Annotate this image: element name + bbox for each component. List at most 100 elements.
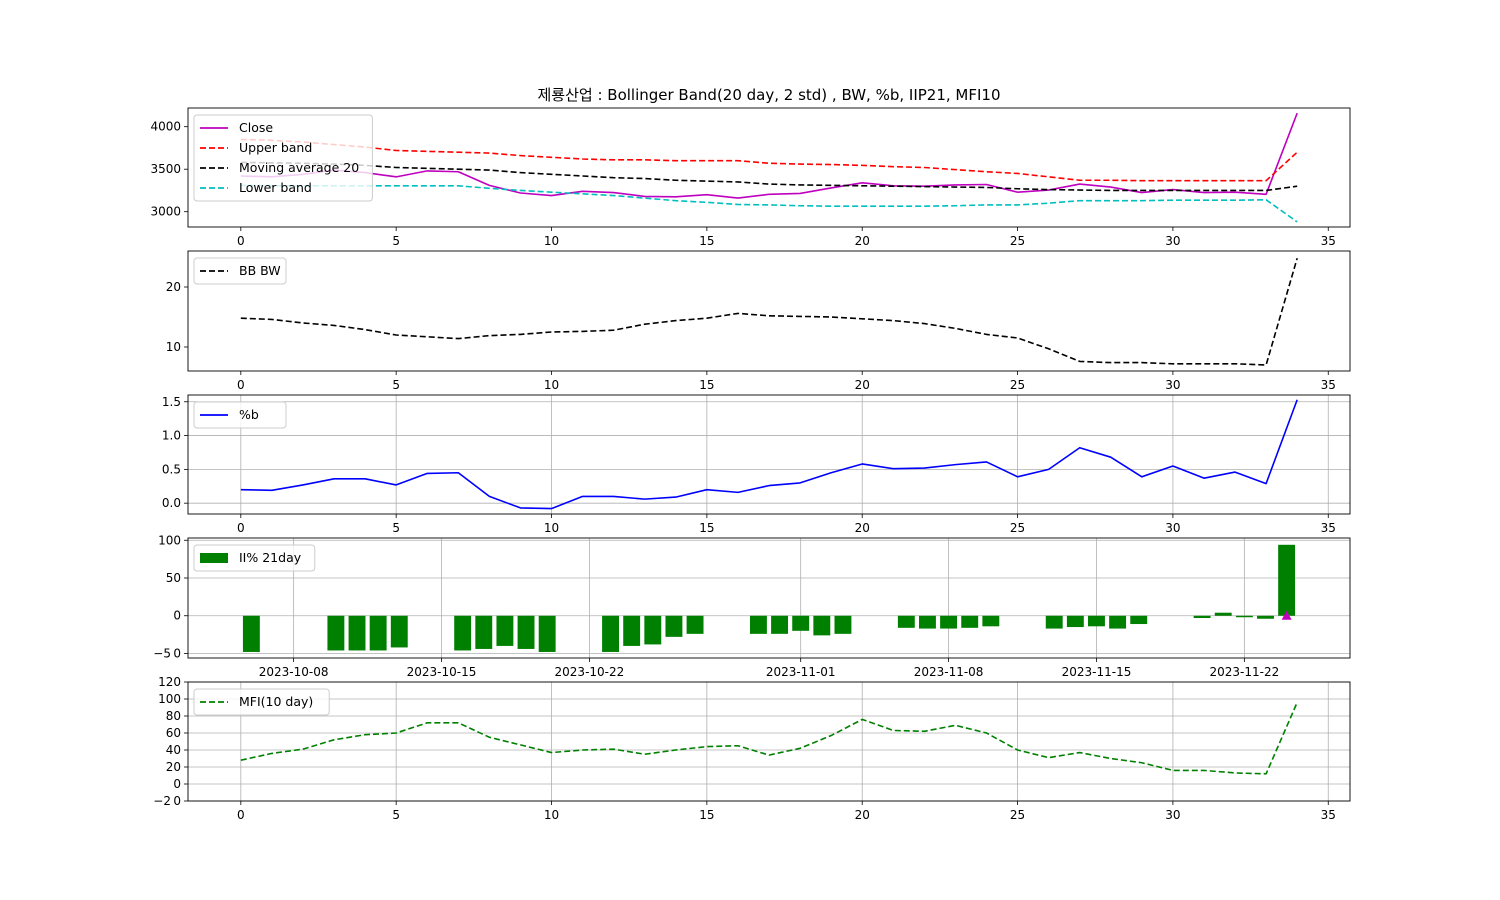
x-tick-label: 2023-10-15 — [407, 665, 477, 679]
iip-bar — [1193, 615, 1211, 618]
plot-area — [240, 399, 1298, 510]
y-tick-label: 0 — [173, 609, 181, 623]
plot-frame — [187, 681, 1351, 802]
x-tick-label: 15 — [699, 378, 714, 392]
y-tick-label: 60 — [166, 726, 181, 740]
x-tick-label: 2023-10-08 — [259, 665, 329, 679]
x-tick-label: 2023-11-15 — [1062, 665, 1132, 679]
series-line-close — [240, 112, 1298, 199]
y-tick-label: 100 — [158, 533, 181, 547]
x-tick-label: 30 — [1165, 521, 1180, 535]
iip-bar — [1278, 544, 1296, 616]
legend: II% 21day — [193, 544, 316, 572]
legend-label: Lower band — [239, 180, 312, 195]
plot-frame — [187, 537, 1351, 659]
y-tick-label: 20 — [166, 280, 181, 294]
y-tick-label: 3000 — [150, 205, 181, 219]
x-tick-label: 2023-11-22 — [1209, 665, 1279, 679]
iip-bar — [644, 615, 662, 645]
x-tick-label: 5 — [392, 378, 400, 392]
mfi-panel: 0 5 10 15 20 25 30 35 −2 0 0 20 40 60 80 100 120 MFI(10 … — [153, 675, 1351, 822]
iip-bar — [792, 615, 810, 631]
legend-box — [193, 544, 316, 572]
iip-bar — [327, 615, 345, 651]
x-tick-label: 0 — [237, 234, 245, 248]
iip-bar — [665, 615, 683, 637]
iip-bar — [538, 615, 556, 652]
legend-label: Moving average 20 — [239, 160, 359, 175]
x-tick-label: 10 — [544, 234, 559, 248]
iip-bar — [1066, 615, 1084, 628]
x-tick-label: 30 — [1165, 378, 1180, 392]
iip-bar — [602, 615, 619, 652]
x-tick-label: 2023-11-01 — [766, 665, 836, 679]
legend-label: BB BW — [239, 263, 281, 278]
legend: %b — [193, 401, 287, 429]
x-tick-label: 5 — [392, 234, 400, 248]
legend-box — [193, 401, 287, 429]
legend-box — [193, 257, 287, 285]
iip-bar — [1130, 615, 1148, 625]
x-tick-label: 15 — [699, 234, 714, 248]
x-tick-label: 35 — [1321, 378, 1336, 392]
bandwidth-panel: 0 5 10 15 20 25 30 35 10 20 BB BW — [166, 250, 1351, 392]
y-tick-label: 120 — [158, 675, 181, 689]
iip-bar — [390, 615, 408, 648]
y-tick-label: 80 — [166, 709, 181, 723]
legend: MFI(10 day) — [193, 688, 330, 716]
y-tick-label: 0.5 — [162, 462, 181, 476]
x-tick-label: 10 — [544, 808, 559, 822]
plot-frame — [187, 394, 1351, 515]
iip-bar — [749, 615, 767, 634]
x-tick-label: 0 — [237, 521, 245, 535]
bollinger-panel: 0 5 10 15 20 25 30 35 3000 3500 4000 Close Upper ban… — [150, 107, 1351, 248]
y-tick-label: 10 — [166, 340, 181, 354]
plot-area — [240, 112, 1298, 223]
iip-bar — [961, 615, 979, 628]
legend-label: %b — [239, 407, 259, 422]
iip-bar — [475, 615, 493, 649]
x-tick-label: 35 — [1321, 808, 1336, 822]
iip-bar — [1214, 612, 1232, 616]
x-tick-label: 20 — [855, 521, 870, 535]
iip-bar — [1088, 615, 1105, 627]
iip-bar — [496, 615, 514, 646]
x-tick-label: 15 — [699, 521, 714, 535]
series-line-upper-band — [240, 138, 1298, 182]
x-tick-label: 35 — [1321, 521, 1336, 535]
x-tick-label: 20 — [855, 234, 870, 248]
x-tick-label: 2023-10-22 — [555, 665, 625, 679]
x-tick-label: 25 — [1010, 234, 1025, 248]
iip-bar — [1235, 615, 1253, 618]
iip-bar — [982, 615, 1000, 627]
iip-bar — [348, 615, 366, 651]
series-line--b — [240, 399, 1298, 510]
x-tick-label: 25 — [1010, 808, 1025, 822]
x-tick-label: 5 — [392, 521, 400, 535]
percent-b-panel: 0 5 10 15 20 25 30 35 0.0 0.5 1.0 1.5 %b — [162, 394, 1351, 535]
x-tick-label: 20 — [855, 378, 870, 392]
iip-bar — [897, 615, 915, 628]
chart-title: 제룡산업 : Bollinger Band(20 day, 2 std) , B… — [537, 86, 1000, 104]
legend-label: Upper band — [239, 140, 312, 155]
iip-bar — [517, 615, 535, 649]
iip-marker-triangle — [1281, 610, 1292, 620]
plot-frame — [187, 107, 1351, 228]
y-tick-label: 100 — [158, 692, 181, 706]
x-tick-label: 30 — [1165, 234, 1180, 248]
iip-bar — [454, 615, 472, 651]
y-tick-label: −2 0 — [153, 794, 181, 808]
legend-swatch — [200, 553, 228, 563]
series-line-lower-band — [240, 184, 1298, 223]
y-tick-label: −5 0 — [153, 646, 181, 660]
plot-area — [242, 544, 1296, 652]
legend: Close Upper band Moving average 20 Lower ba… — [193, 114, 373, 202]
x-tick-label: 35 — [1321, 234, 1336, 248]
legend-label: MFI(10 day) — [239, 694, 313, 709]
x-tick-label: 20 — [855, 808, 870, 822]
x-tick-label: 5 — [392, 808, 400, 822]
iip-panel: 2023-10-08 2023-10-15 2023-10-22 2023-11-01… — [153, 533, 1351, 679]
iip-bar — [940, 615, 958, 629]
